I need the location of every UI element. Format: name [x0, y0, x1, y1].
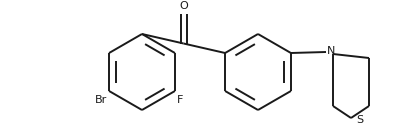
Text: O: O: [179, 1, 187, 11]
Text: N: N: [326, 46, 334, 56]
Text: S: S: [355, 115, 362, 125]
Text: F: F: [176, 95, 183, 105]
Text: Br: Br: [95, 95, 107, 105]
